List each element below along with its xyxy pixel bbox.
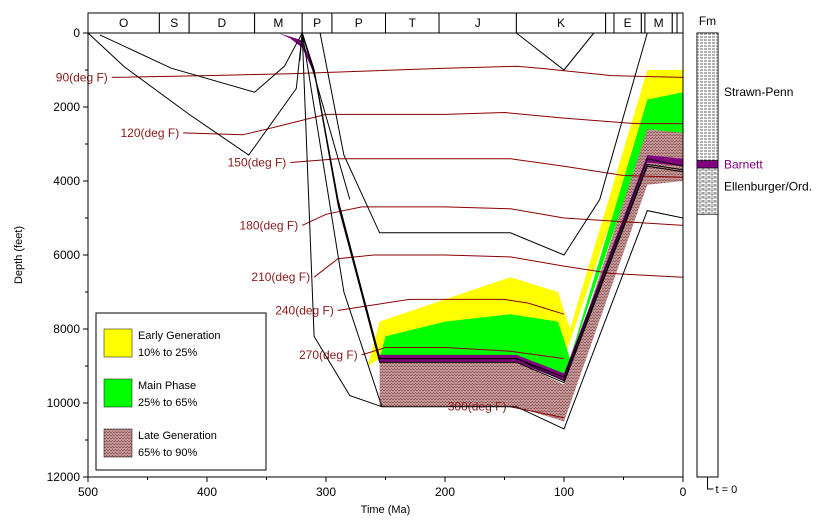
period-label: J (475, 16, 481, 30)
y-tick-label: 4000 (53, 174, 80, 188)
isotherm-line (313, 254, 684, 278)
formation-column-title: Fm (699, 14, 716, 28)
legend-swatch (103, 328, 133, 358)
zone-main-phase (373, 92, 683, 381)
burial-curve (319, 32, 648, 256)
legend-label: Late Generation (138, 430, 217, 442)
period-label: K (557, 16, 565, 30)
isotherm-label: 150(deg F) (228, 156, 287, 170)
burial-curve (87, 32, 303, 156)
legend-sublabel: 10% to 25% (138, 347, 198, 359)
formation-unit (696, 160, 719, 169)
x-tick-label: 200 (435, 485, 455, 499)
burial-curve (301, 32, 383, 408)
isotherms: 90(deg F) 120(deg F) 150(deg F) 180(deg F) 2… (56, 65, 684, 419)
burial-curve (301, 32, 684, 430)
isotherm-line (337, 298, 565, 315)
burial-curve (301, 32, 684, 384)
y-tick-label: 6000 (53, 248, 80, 262)
x-tick-label: 500 (78, 485, 98, 499)
period-label: O (119, 16, 128, 30)
isotherm-line (111, 65, 684, 78)
y-tick-label: 12000 (47, 470, 81, 484)
period-label: M (654, 16, 664, 30)
x-tick-label: 0 (680, 485, 687, 499)
period-cell (671, 12, 678, 34)
formation-column: Fm Strawn-Penn Barnett Ellenburger/Ord. t = … (696, 14, 812, 496)
formation-label: Strawn-Penn (724, 85, 793, 99)
axes: 500 400 300 200 100 0020004000600080001000012… (13, 26, 687, 516)
time-marker (707, 477, 714, 490)
isotherm-label: 120(deg F) (120, 126, 179, 140)
legend-sublabel: 25% to 65% (138, 397, 198, 409)
isotherm-line (290, 158, 684, 178)
period-cell (640, 12, 646, 34)
period-cell (605, 12, 615, 34)
legend-label: Early Generation (138, 330, 221, 342)
x-tick-label: 300 (316, 485, 336, 499)
isotherm-label: 240(deg F) (275, 304, 334, 318)
y-tick-label: 0 (73, 26, 80, 40)
zone-late-generation (379, 129, 683, 422)
formation-column-footer: t = 0 (716, 484, 738, 496)
period-label: P (313, 16, 321, 30)
period-cell (676, 12, 684, 34)
period-label: E (624, 16, 632, 30)
y-tick-label: 8000 (53, 322, 80, 336)
formation-unit (696, 32, 719, 161)
x-tick-label: 400 (197, 485, 217, 499)
legend-label: Main Phase (138, 380, 196, 392)
isotherm-label: 180(deg F) (239, 218, 298, 232)
maturity-zones (278, 33, 683, 422)
formation-label: Ellenburger/Ord. (724, 179, 812, 193)
y-tick-label: 2000 (53, 100, 80, 114)
y-tick-label: 10000 (47, 396, 81, 410)
isotherm-label: 90(deg F) (56, 70, 108, 84)
formation-top-line (299, 32, 303, 61)
period-label: P (355, 16, 363, 30)
legend-sublabel: 65% to 90% (138, 447, 198, 459)
burial-curve (516, 32, 595, 71)
period-label: M (273, 16, 283, 30)
isotherm-label: 270(deg F) (299, 348, 358, 362)
formation-unit (696, 167, 719, 215)
period-label: S (170, 16, 178, 30)
x-axis-label: Time (Ma) (361, 504, 411, 516)
isotherm-label: 210(deg F) (251, 270, 310, 284)
legend: Early Generation 10% to 25% Main Phase 25% … (95, 312, 267, 471)
formation-top-line (301, 32, 351, 200)
period-label: T (409, 16, 417, 30)
period-label: D (218, 16, 227, 30)
y-axis-label: Depth (feet) (13, 226, 25, 284)
x-tick-label: 100 (554, 485, 574, 499)
burial-curves (87, 32, 684, 430)
legend-swatch (103, 428, 133, 458)
isotherm-line (301, 206, 684, 226)
isotherm-line (183, 111, 683, 136)
legend-swatch (103, 378, 133, 408)
burial-curve (99, 32, 303, 93)
formation-label: Barnett (724, 157, 763, 171)
